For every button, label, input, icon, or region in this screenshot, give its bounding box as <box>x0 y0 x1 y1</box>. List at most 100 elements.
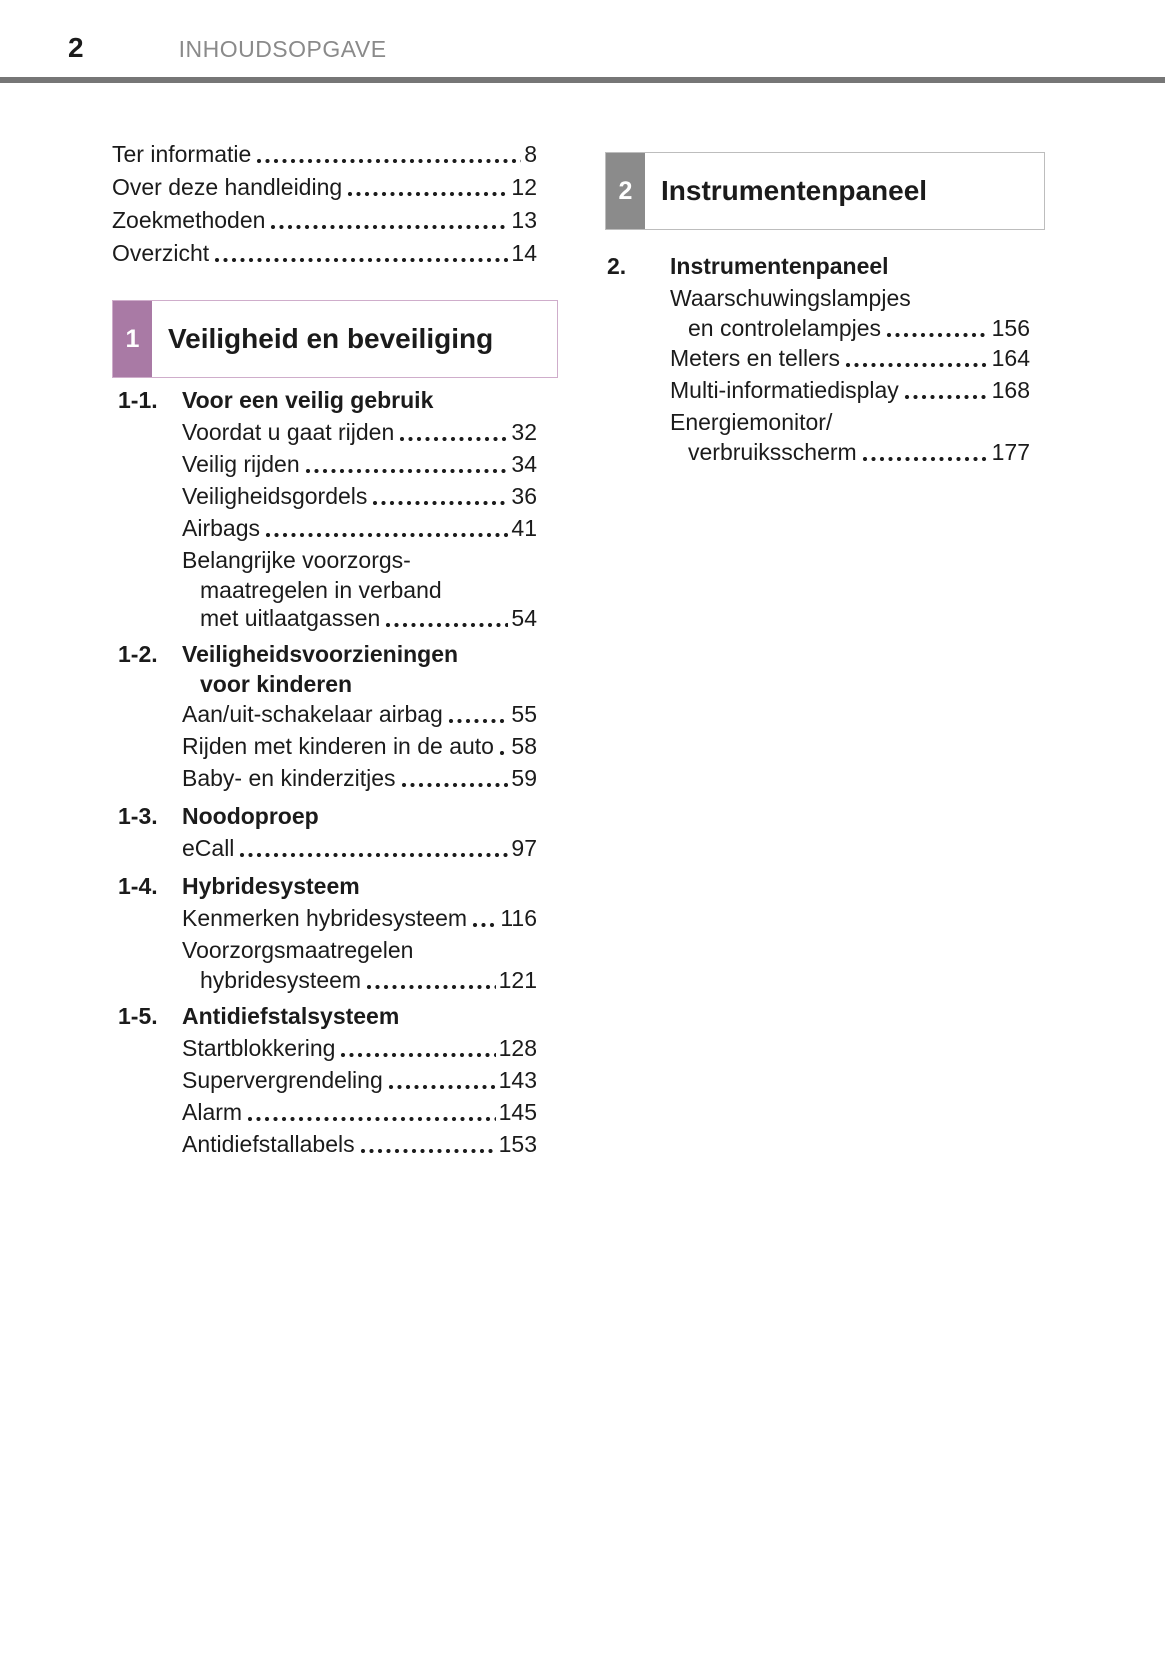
toc-entry: Airbags 41 <box>182 512 537 544</box>
page-number: 2 <box>68 32 84 63</box>
toc-entry-label: Rijden met kinderen in de auto <box>182 733 494 759</box>
toc-entry-line: Voorzorgsmaatregelen <box>182 937 414 963</box>
page-header: 2 INHOUDSOPGAVE <box>68 32 387 64</box>
section-number-badge: 1 <box>113 301 152 377</box>
dot-leader <box>246 1117 496 1121</box>
toc-entry-label: verbruiksscherm <box>688 439 857 465</box>
toc-entry-label: Startblokkering <box>182 1035 336 1061</box>
toc-entry-label: Baby- en kinderzitjes <box>182 765 396 791</box>
toc-entry: Energiemonitor/ verbruiksscherm 177 <box>670 406 1030 466</box>
toc-section-heading: 1-5. Antidiefstalsysteem <box>112 1000 537 1032</box>
toc-entry-label: Ter informatie <box>112 141 252 167</box>
dot-leader <box>902 395 989 399</box>
toc-entry-page: 143 <box>498 1067 537 1093</box>
dot-leader <box>384 623 509 627</box>
toc-entry-label: Supervergrendeling <box>182 1067 383 1093</box>
section-title: Hybridesysteem <box>182 873 360 899</box>
toc-entry: Startblokkering 128 <box>182 1032 537 1064</box>
dot-leader <box>497 751 509 755</box>
toc-entry-label: met uitlaatgassen <box>200 605 381 631</box>
toc-entry-page: 58 <box>511 733 537 759</box>
toc-entry-label: eCall <box>182 835 235 861</box>
toc-entry-page: 54 <box>511 605 537 631</box>
toc-entry: Alarm 145 <box>182 1096 537 1128</box>
intro-list: Ter informatie 8 Over deze handleiding 1… <box>112 138 537 270</box>
toc-entry-label: Veilig rijden <box>182 451 300 477</box>
section-number: 1-3. <box>118 803 158 829</box>
toc-entry: Over deze handleiding 12 <box>112 171 537 204</box>
section-banner: 2 Instrumentenpaneel <box>605 152 1045 230</box>
toc-entry-page: 8 <box>524 141 537 167</box>
toc-entry-line: Energiemonitor/ <box>670 409 833 435</box>
toc-entry-label: en controlelampjes <box>688 315 882 341</box>
left-column: Ter informatie 8 Over deze handleiding 1… <box>112 138 558 1160</box>
toc-entry-label: Antidiefstallabels <box>182 1131 355 1157</box>
right-column: 2 Instrumentenpaneel 2. Instrumentenpane… <box>605 138 1045 466</box>
toc-entry-page: 156 <box>991 315 1030 341</box>
toc-entry-page: 97 <box>511 835 537 861</box>
toc-entry-label: Zoekmethoden <box>112 207 266 233</box>
toc-entry-page: 36 <box>511 483 537 509</box>
toc-entry: Supervergrendeling 143 <box>182 1064 537 1096</box>
dot-leader <box>263 533 509 537</box>
section-banner-title: Instrumentenpaneel <box>661 175 928 206</box>
toc-items: eCall 97 <box>182 832 537 864</box>
toc-section-heading: 1-3. Noodoproep <box>112 800 537 832</box>
section-number: 1-1. <box>118 387 158 413</box>
section-title: Veiligheidsvoorzieningen <box>182 641 459 667</box>
toc-entry-line: Belangrijke voorzorgs- <box>182 547 411 573</box>
toc-entry-page: 121 <box>498 967 537 993</box>
toc-entry: eCall 97 <box>182 832 537 864</box>
toc-section-heading: 1-4. Hybridesysteem <box>112 870 537 902</box>
toc-entry: Voorzorgsmaatregelen hybridesysteem 121 <box>182 934 537 994</box>
toc-entry: Veiligheidsgordels 36 <box>182 480 537 512</box>
dot-leader <box>844 363 989 367</box>
toc-entry-line: maatregelen in verband <box>200 577 442 603</box>
toc-entry-page: 177 <box>991 439 1030 465</box>
dot-leader <box>255 159 522 163</box>
header-rule <box>0 77 1165 83</box>
toc-entry-page: 55 <box>511 701 537 727</box>
toc-entry-page: 128 <box>498 1035 537 1061</box>
toc-entry-page: 116 <box>500 905 537 931</box>
toc-items: Kenmerken hybridesysteem 116 Voorzorgsma… <box>182 902 537 994</box>
toc-entry: Overzicht 14 <box>112 237 537 270</box>
section-banner: 1 Veiligheid en beveiliging <box>112 300 558 378</box>
dot-leader <box>303 469 509 473</box>
toc-items: Waarschuwingslampjes en controlelampjes … <box>670 282 1030 466</box>
toc-entry-label: Veiligheidsgordels <box>182 483 368 509</box>
toc-entry-page: 13 <box>511 207 537 233</box>
toc-items: Voordat u gaat rijden 32 Veilig rijden 3… <box>182 416 537 632</box>
dot-leader <box>885 333 989 337</box>
toc-entry-page: 41 <box>511 515 537 541</box>
toc-entry-label: Aan/uit-schakelaar airbag <box>182 701 443 727</box>
toc-entry: Kenmerken hybridesysteem 116 <box>182 902 537 934</box>
toc-entry-page: 168 <box>991 377 1030 403</box>
page-title: INHOUDSOPGAVE <box>178 36 387 62</box>
toc-entry-label: Overzicht <box>112 240 210 266</box>
toc-entry: Aan/uit-schakelaar airbag 55 <box>182 698 537 730</box>
toc-entry-page: 145 <box>498 1099 537 1125</box>
section-number: 1-2. <box>118 641 158 667</box>
toc-entry: Baby- en kinderzitjes 59 <box>182 762 537 794</box>
dot-leader <box>371 501 509 505</box>
toc-entry-label: Over deze handleiding <box>112 174 343 200</box>
toc-items: Aan/uit-schakelaar airbag 55 Rijden met … <box>182 698 537 794</box>
toc-entry-page: 34 <box>511 451 537 477</box>
toc-entry: Meters en tellers 164 <box>670 342 1030 374</box>
dot-leader <box>238 853 509 857</box>
dot-leader <box>346 192 509 196</box>
section-number-badge: 2 <box>606 153 645 229</box>
toc-entry: Waarschuwingslampjes en controlelampjes … <box>670 282 1030 342</box>
section-number: 1-4. <box>118 873 158 899</box>
section-title: Noodoproep <box>182 803 319 829</box>
toc-entry-page: 32 <box>511 419 537 445</box>
toc-entry: Antidiefstallabels 153 <box>182 1128 537 1160</box>
section-banner-title: Veiligheid en beveiliging <box>168 323 494 354</box>
section-title: Antidiefstalsysteem <box>182 1003 400 1029</box>
toc-entry: Ter informatie 8 <box>112 138 537 171</box>
toc-entry-label: Alarm <box>182 1099 243 1125</box>
section-title: Instrumentenpaneel <box>670 253 889 279</box>
toc-entry-page: 59 <box>511 765 537 791</box>
